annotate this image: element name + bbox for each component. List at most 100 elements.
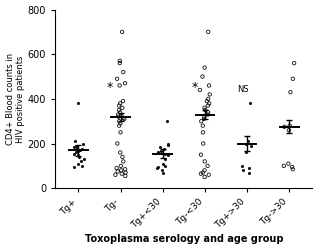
Point xyxy=(117,84,122,87)
Point xyxy=(281,164,287,168)
Point xyxy=(200,170,205,174)
Point xyxy=(71,152,76,156)
Point xyxy=(243,150,248,154)
Point xyxy=(199,119,204,123)
Point xyxy=(71,165,76,169)
Point xyxy=(116,108,121,112)
Point xyxy=(120,30,125,34)
Point xyxy=(206,110,211,114)
Point xyxy=(162,164,168,168)
X-axis label: Toxoplasma serology and age group: Toxoplasma serology and age group xyxy=(85,234,283,244)
Point xyxy=(115,170,120,173)
Point xyxy=(286,128,291,132)
Point xyxy=(202,117,207,121)
Point xyxy=(164,119,169,123)
Point xyxy=(76,155,81,159)
Point xyxy=(156,165,161,169)
Point xyxy=(246,166,251,170)
Point xyxy=(121,99,126,103)
Text: *: * xyxy=(191,82,197,94)
Point xyxy=(248,144,253,148)
Point xyxy=(158,149,163,153)
Point xyxy=(206,84,211,87)
Point xyxy=(205,112,211,116)
Point xyxy=(288,90,293,94)
Point xyxy=(118,122,123,126)
Point xyxy=(202,160,207,164)
Point xyxy=(244,142,249,146)
Point xyxy=(161,170,166,174)
Point xyxy=(122,117,127,121)
Point xyxy=(159,168,164,172)
Point xyxy=(204,99,209,103)
Point xyxy=(76,153,81,157)
Point xyxy=(292,61,297,65)
Point xyxy=(155,166,160,170)
Point xyxy=(117,59,122,63)
Point xyxy=(290,165,295,169)
Point xyxy=(282,125,287,129)
Point xyxy=(200,124,205,128)
Point xyxy=(198,172,204,176)
Point xyxy=(202,168,207,172)
Point xyxy=(119,172,124,176)
Text: NS: NS xyxy=(237,86,249,94)
Point xyxy=(118,164,123,168)
Point xyxy=(117,124,122,128)
Point xyxy=(117,104,122,108)
Point xyxy=(113,173,118,177)
Point xyxy=(118,110,123,114)
Point xyxy=(198,153,204,157)
Point xyxy=(120,155,125,159)
Point xyxy=(118,130,123,134)
Point xyxy=(286,162,291,166)
Point xyxy=(247,170,252,174)
Point xyxy=(123,170,128,174)
Point xyxy=(78,148,83,152)
Point xyxy=(117,61,122,65)
Point xyxy=(122,81,128,85)
Point xyxy=(116,115,121,119)
Point xyxy=(162,152,167,156)
Point xyxy=(200,130,205,134)
Point xyxy=(202,106,207,110)
Point xyxy=(161,147,166,151)
Point xyxy=(121,116,126,120)
Point xyxy=(290,167,295,171)
Point xyxy=(123,174,128,178)
Point xyxy=(165,153,170,157)
Point xyxy=(207,101,212,105)
Point xyxy=(73,150,79,154)
Point xyxy=(206,97,211,101)
Point xyxy=(119,168,124,172)
Point xyxy=(118,101,123,105)
Point xyxy=(245,139,251,143)
Point xyxy=(206,173,211,177)
Point xyxy=(79,164,84,168)
Point xyxy=(120,106,125,110)
Point xyxy=(290,77,295,81)
Point xyxy=(161,162,166,166)
Point xyxy=(165,143,170,147)
Point xyxy=(202,66,207,70)
Point xyxy=(75,101,80,105)
Point xyxy=(165,142,170,146)
Point xyxy=(80,142,86,146)
Text: *: * xyxy=(107,82,113,94)
Point xyxy=(79,147,84,151)
Point xyxy=(75,162,80,166)
Point xyxy=(117,119,122,123)
Point xyxy=(115,142,120,146)
Point xyxy=(162,157,168,161)
Point xyxy=(287,124,292,128)
Point xyxy=(202,175,207,179)
Point xyxy=(121,160,126,164)
Y-axis label: CD4+ Blood counts in
HIV positive patients: CD4+ Blood counts in HIV positive patien… xyxy=(5,53,25,145)
Point xyxy=(73,144,79,148)
Point xyxy=(197,88,203,92)
Point xyxy=(202,115,207,119)
Point xyxy=(240,164,245,168)
Point xyxy=(157,145,162,149)
Point xyxy=(121,70,126,74)
Point xyxy=(206,30,211,34)
